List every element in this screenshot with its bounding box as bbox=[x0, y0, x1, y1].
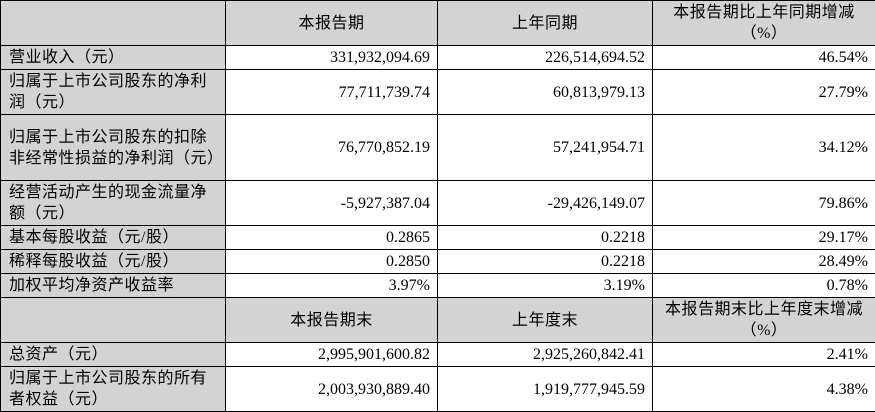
value-current: 2,003,930,889.40 bbox=[226, 367, 438, 412]
value-change: 46.54% bbox=[653, 46, 875, 70]
col-header-period-change: 本报告期比上年同期增减 （%） bbox=[653, 1, 875, 46]
value-current: 77,711,739.74 bbox=[226, 70, 438, 115]
value-change: 34.12% bbox=[653, 115, 875, 181]
value-prior: 3.19% bbox=[438, 274, 653, 298]
value-prior: 57,241,954.71 bbox=[438, 115, 653, 181]
period-change-title: 本报告期比上年同期增减 bbox=[657, 2, 871, 23]
table-row-diluted-eps: 稀释每股收益（元/股） 0.2850 0.2218 28.49% bbox=[1, 250, 875, 274]
value-change: 29.17% bbox=[653, 226, 875, 250]
header-row-period: 本报告期 上年同期 本报告期比上年同期增减 （%） bbox=[1, 1, 875, 46]
value-change: 2.41% bbox=[653, 343, 875, 367]
col-header-prior-period: 上年同期 bbox=[438, 1, 653, 46]
col-header-current-period-end: 本报告期末 bbox=[226, 298, 438, 343]
col-header-period-end-change: 本报告期末比上年度末增减 （%） bbox=[653, 298, 875, 343]
row-label: 归属于上市公司股东的扣除非经常性损益的净利润（元） bbox=[1, 115, 226, 181]
value-prior: 2,925,260,842.41 bbox=[438, 343, 653, 367]
table-row-total-assets: 总资产（元） 2,995,901,600.82 2,925,260,842.41… bbox=[1, 343, 875, 367]
row-label: 经营活动产生的现金流量净额（元） bbox=[1, 181, 226, 226]
header-empty-cell bbox=[1, 1, 226, 46]
table-row-net-profit: 归属于上市公司股东的净利润（元） 77,711,739.74 60,813,97… bbox=[1, 70, 875, 115]
table-row-operating-cash-flow: 经营活动产生的现金流量净额（元） -5,927,387.04 -29,426,1… bbox=[1, 181, 875, 226]
value-current: 331,932,094.69 bbox=[226, 46, 438, 70]
row-label: 稀释每股收益（元/股） bbox=[1, 250, 226, 274]
table-row-revenue: 营业收入（元） 331,932,094.69 226,514,694.52 46… bbox=[1, 46, 875, 70]
value-change: 79.86% bbox=[653, 181, 875, 226]
value-change: 4.38% bbox=[653, 367, 875, 412]
value-current: -5,927,387.04 bbox=[226, 181, 438, 226]
value-current: 0.2865 bbox=[226, 226, 438, 250]
financial-key-metrics-table: 本报告期 上年同期 本报告期比上年同期增减 （%） 营业收入（元） 331,93… bbox=[0, 0, 875, 402]
value-current: 3.97% bbox=[226, 274, 438, 298]
col-header-current-period: 本报告期 bbox=[226, 1, 438, 46]
header-empty-cell bbox=[1, 298, 226, 343]
value-current: 2,995,901,600.82 bbox=[226, 343, 438, 367]
col-header-prior-year-end: 上年度末 bbox=[438, 298, 653, 343]
row-label: 总资产（元） bbox=[1, 343, 226, 367]
row-label: 归属于上市公司股东的净利润（元） bbox=[1, 70, 226, 115]
period-change-unit: （%） bbox=[657, 23, 871, 44]
value-change: 0.78% bbox=[653, 274, 875, 298]
value-prior: 60,813,979.13 bbox=[438, 70, 653, 115]
table-row-basic-eps: 基本每股收益（元/股） 0.2865 0.2218 29.17% bbox=[1, 226, 875, 250]
table-row-owners-equity: 归属于上市公司股东的所有者权益（元） 2,003,930,889.40 1,91… bbox=[1, 367, 875, 412]
row-label: 归属于上市公司股东的所有者权益（元） bbox=[1, 367, 226, 412]
table-row-weighted-avg-roe: 加权平均净资产收益率 3.97% 3.19% 0.78% bbox=[1, 274, 875, 298]
value-current: 76,770,852.19 bbox=[226, 115, 438, 181]
value-current: 0.2850 bbox=[226, 250, 438, 274]
table-row-net-profit-deducted: 归属于上市公司股东的扣除非经常性损益的净利润（元） 76,770,852.19 … bbox=[1, 115, 875, 181]
period-end-change-title: 本报告期末比上年度末增减 bbox=[657, 299, 871, 320]
value-change: 28.49% bbox=[653, 250, 875, 274]
header-row-period-end: 本报告期末 上年度末 本报告期末比上年度末增减 （%） bbox=[1, 298, 875, 343]
value-prior: 0.2218 bbox=[438, 250, 653, 274]
value-prior: 0.2218 bbox=[438, 226, 653, 250]
row-label: 加权平均净资产收益率 bbox=[1, 274, 226, 298]
value-prior: -29,426,149.07 bbox=[438, 181, 653, 226]
period-end-change-unit: （%） bbox=[657, 320, 871, 341]
value-prior: 1,919,777,945.59 bbox=[438, 367, 653, 412]
value-change: 27.79% bbox=[653, 70, 875, 115]
row-label: 基本每股收益（元/股） bbox=[1, 226, 226, 250]
row-label: 营业收入（元） bbox=[1, 46, 226, 70]
value-prior: 226,514,694.52 bbox=[438, 46, 653, 70]
